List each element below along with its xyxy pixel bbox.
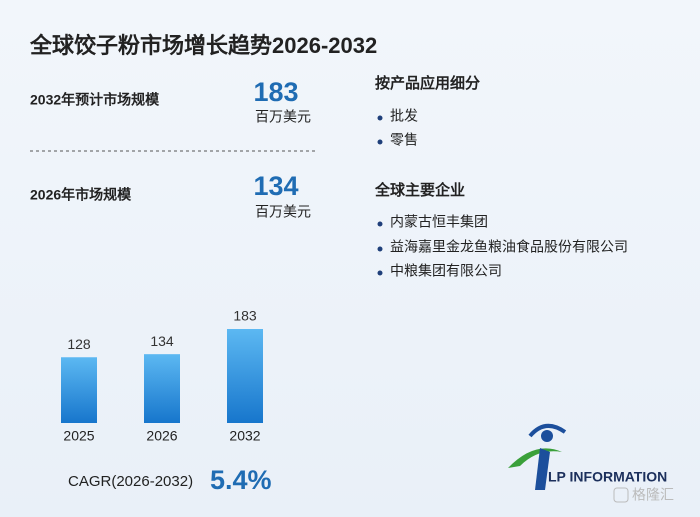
section-title: 全球主要企业 <box>374 181 465 199</box>
stat-value: 183 <box>253 77 298 107</box>
bullet <box>377 246 383 252</box>
stat-label: 2026年市场规模 <box>30 187 132 203</box>
stat-unit: 百万美元 <box>255 109 311 125</box>
logo-text: LP INFORMATION <box>548 469 667 485</box>
bullet <box>377 221 383 227</box>
cagr-label: CAGR(2026-2032) <box>68 473 193 490</box>
watermark-icon <box>613 487 629 503</box>
stat-value: 134 <box>253 171 298 201</box>
list-item: 益海嘉里金龙鱼粮油食品股份有限公司 <box>390 239 628 255</box>
data-label: 128 <box>67 336 91 352</box>
section-title: 按产品应用细分 <box>375 74 480 92</box>
bullet <box>377 115 383 121</box>
logo-arc <box>528 424 567 438</box>
bar <box>61 357 97 423</box>
data-label: 134 <box>150 333 174 349</box>
logo-head <box>541 430 553 442</box>
x-tick-label: 2032 <box>229 428 260 444</box>
stat-label: 2032年预计市场规模 <box>30 92 160 108</box>
title: 全球饺子粉市场增长趋势2026-2032 <box>29 33 377 58</box>
logo-swoosh <box>508 448 562 468</box>
list-item: 中粮集团有限公司 <box>390 263 502 279</box>
logo-body <box>535 448 550 490</box>
bullet <box>377 270 383 276</box>
stat-unit: 百万美元 <box>255 204 311 220</box>
list-item: 零售 <box>390 132 418 148</box>
list-item: 内蒙古恒丰集团 <box>390 214 488 230</box>
bar <box>227 329 263 423</box>
list-item: 批发 <box>390 108 418 124</box>
x-tick-label: 2025 <box>63 428 94 444</box>
bullet <box>377 139 383 145</box>
x-tick-label: 2026 <box>146 428 177 444</box>
watermark: 格隆汇 <box>632 487 674 503</box>
data-label: 183 <box>233 308 257 324</box>
bar <box>144 354 180 423</box>
cagr-value: 5.4% <box>210 465 272 495</box>
logo: LP INFORMATION <box>508 424 667 490</box>
